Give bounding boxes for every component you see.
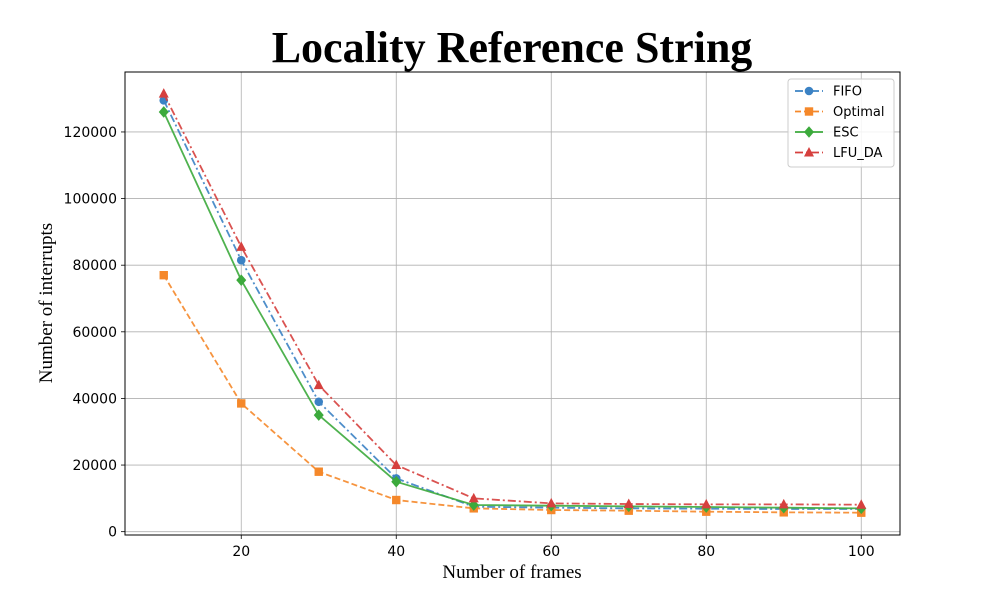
legend-box <box>787 78 895 168</box>
data-point <box>158 106 169 118</box>
ticks: 20 40 60 80 100 0 20000 40000 60000 80000 100000 12… <box>64 125 875 560</box>
legend-label: FIFO <box>833 85 862 100</box>
data-point <box>623 498 634 509</box>
data-point <box>392 495 401 505</box>
x-tick-label: 100 <box>848 544 875 560</box>
plot-frame <box>124 71 901 536</box>
data-point <box>468 492 479 503</box>
x-tick-label: 40 <box>387 544 405 560</box>
x-axis-label: Number of frames <box>442 562 581 583</box>
data-point <box>546 497 557 508</box>
data-point <box>391 459 402 470</box>
series-optimal <box>159 270 866 517</box>
data-point <box>314 397 324 407</box>
data-point <box>701 498 712 509</box>
legend-marker <box>804 86 814 96</box>
data-point <box>778 498 789 509</box>
y-axis-label: Number of interrupts <box>36 223 57 383</box>
series-lfu-da <box>158 88 867 509</box>
data-point <box>158 88 169 98</box>
series-line <box>162 274 862 514</box>
data-point <box>391 475 402 488</box>
y-tick-label: 80000 <box>72 258 117 274</box>
legend-label: LFU_DA <box>833 146 883 161</box>
y-tick-label: 60000 <box>72 325 117 341</box>
x-tick-label: 80 <box>697 544 715 560</box>
data-point <box>159 270 168 280</box>
y-tick-label: 120000 <box>64 125 117 141</box>
series-line <box>162 111 862 510</box>
legend: FIFO Optimal ESC LFU_DA <box>787 78 895 168</box>
data-point <box>236 255 246 265</box>
series-esc <box>158 106 867 515</box>
chart-title: Locality Reference String <box>272 23 753 72</box>
legend-marker <box>804 107 814 116</box>
data-point <box>313 379 324 390</box>
y-tick-label: 40000 <box>72 391 117 407</box>
data-point <box>237 399 246 408</box>
series-line <box>162 99 862 510</box>
grid <box>125 72 900 535</box>
data-point <box>236 274 247 286</box>
data-point <box>856 499 867 509</box>
series-fifo <box>159 96 866 514</box>
legend-marker <box>804 126 814 138</box>
y-tick-label: 100000 <box>64 192 117 208</box>
series-line <box>162 93 862 506</box>
x-tick-label: 60 <box>542 544 560 560</box>
series-layer <box>158 88 867 517</box>
legend-label: ESC <box>833 126 859 141</box>
y-tick-label: 20000 <box>72 458 117 474</box>
data-point <box>313 409 324 421</box>
x-tick-label: 20 <box>232 544 250 560</box>
data-point <box>236 241 247 251</box>
data-point <box>314 467 323 476</box>
legend-label: Optimal <box>833 105 884 120</box>
y-tick-label: 0 <box>108 525 117 541</box>
legend-marker <box>804 147 814 157</box>
